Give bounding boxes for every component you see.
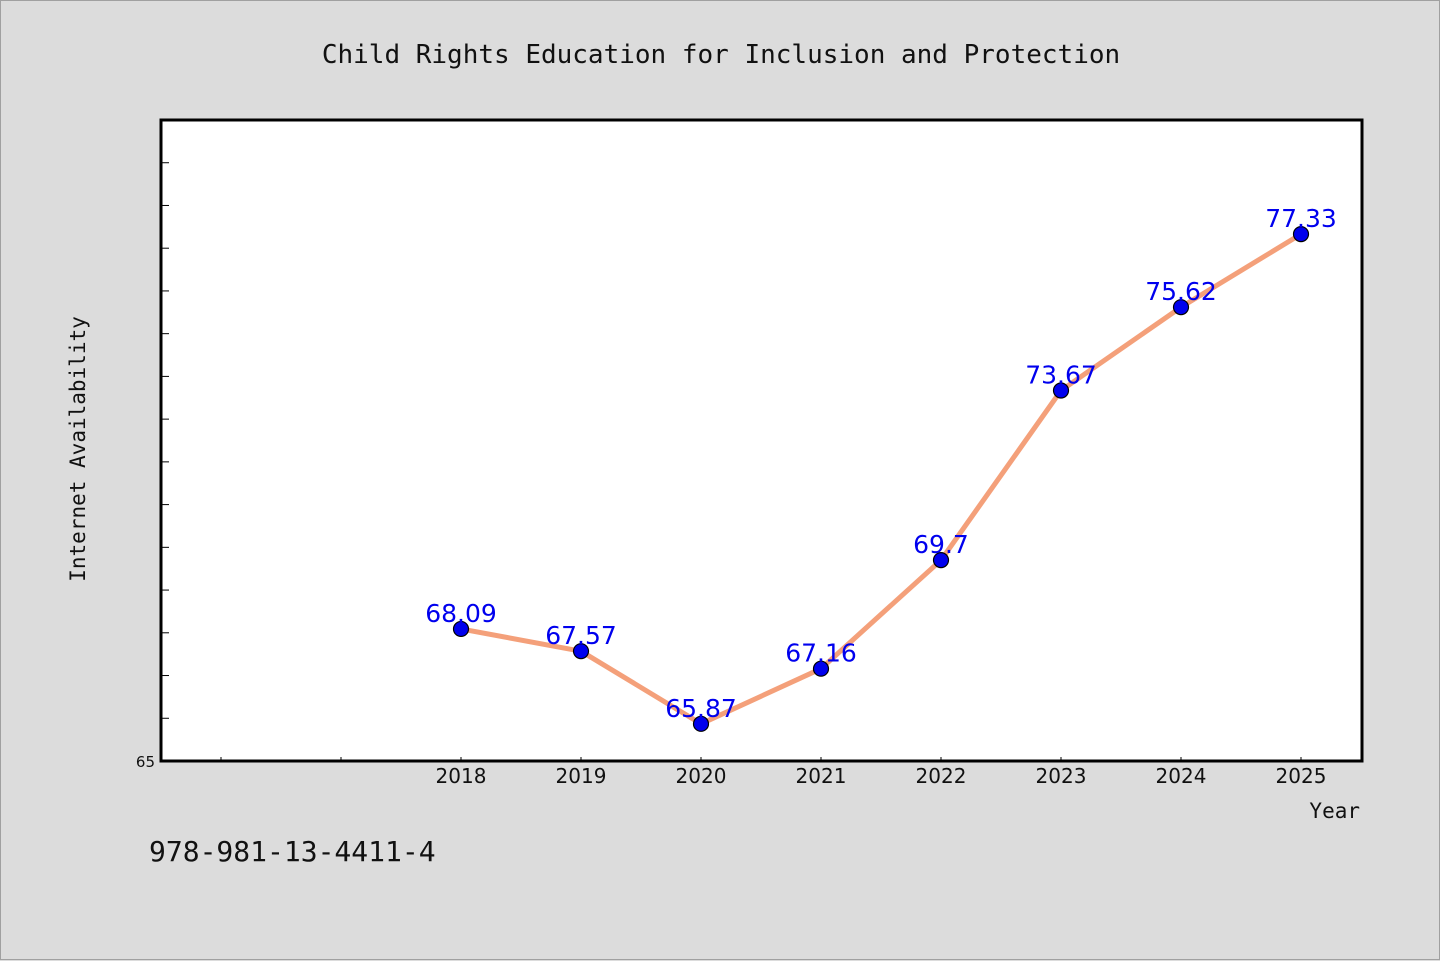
x-tick-label: 2022 xyxy=(916,764,967,788)
data-point xyxy=(572,643,590,660)
x-tick-label: 2023 xyxy=(1036,764,1087,788)
x-tick-label: 2018 xyxy=(436,764,487,788)
chart-title: Child Rights Education for Inclusion and… xyxy=(322,40,1120,70)
data-label: 68.09 xyxy=(425,599,497,628)
data-point xyxy=(1172,299,1190,316)
x-tick-label: 2024 xyxy=(1156,764,1207,788)
data-point xyxy=(1292,225,1310,243)
y-tick-label: 65 xyxy=(136,753,155,771)
x-tick-label: 2021 xyxy=(796,764,847,788)
data-label: 75.62 xyxy=(1145,277,1217,306)
x-tick-label: 2025 xyxy=(1276,764,1327,788)
data-point xyxy=(1052,382,1070,399)
data-label: 65.87 xyxy=(665,694,737,723)
data-label: 69.7 xyxy=(913,530,969,559)
data-point xyxy=(692,715,710,732)
isbn-code: 978-981-13-4411-4 xyxy=(149,835,436,868)
data-label: 77.33 xyxy=(1265,204,1337,233)
data-point xyxy=(932,552,950,569)
x-tick-label: 2020 xyxy=(676,764,727,788)
data-label: 73.67 xyxy=(1025,361,1097,390)
x-axis-label: Year xyxy=(1309,799,1360,823)
plot-frame xyxy=(159,118,1364,763)
data-label: 67.57 xyxy=(545,621,617,650)
plot-area xyxy=(161,120,1362,761)
series-line xyxy=(458,231,1304,727)
data-point xyxy=(812,660,830,677)
data-point xyxy=(452,620,470,638)
y-axis-label: Internet Availability xyxy=(66,316,90,582)
x-tick-label: 2019 xyxy=(556,764,607,788)
data-label: 67.16 xyxy=(785,639,857,668)
